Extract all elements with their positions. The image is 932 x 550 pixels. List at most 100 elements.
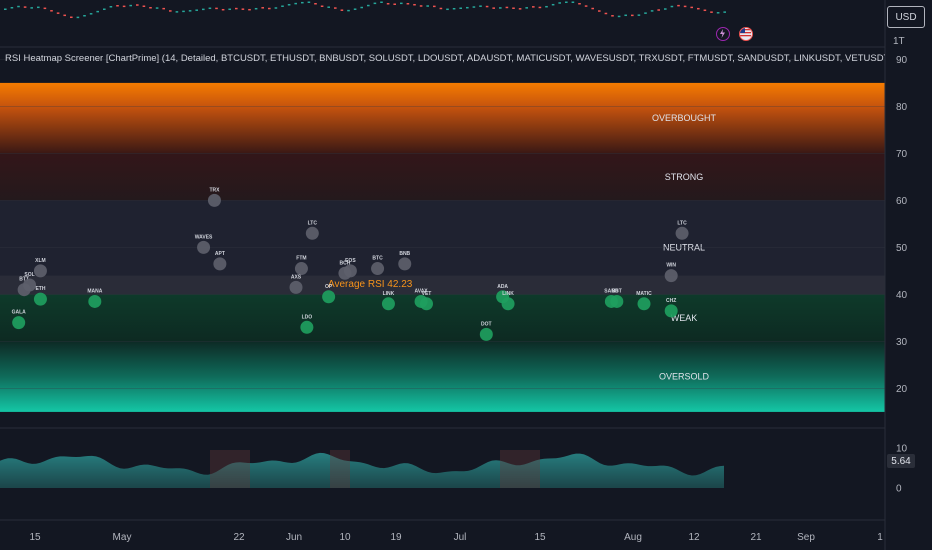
x-tick-label: 19 <box>390 532 402 543</box>
price-candle <box>334 7 337 9</box>
price-candle <box>591 7 594 10</box>
rsi-point[interactable] <box>664 304 678 318</box>
rsi-point[interactable] <box>637 297 651 311</box>
rsi-point-label: BCH <box>340 260 351 266</box>
rsi-point[interactable] <box>371 262 385 276</box>
price-candle <box>294 2 297 5</box>
price-candle <box>479 5 482 7</box>
rsi-point[interactable] <box>197 240 211 254</box>
indicator-title[interactable]: RSI Heatmap Screener [ChartPrime] (14, D… <box>5 53 885 64</box>
price-candle <box>202 8 205 11</box>
rsi-point[interactable] <box>294 262 308 276</box>
price-candle <box>367 4 370 7</box>
zone-overbought <box>0 82 885 154</box>
lightning-icon[interactable] <box>716 27 730 41</box>
price-candle <box>56 12 60 14</box>
zone-label-weak: WEAK <box>671 313 698 323</box>
x-tick-label: 1 <box>877 532 883 543</box>
price-candle <box>50 10 53 12</box>
area-band <box>210 450 250 488</box>
x-axis: 15 May 22 Jun 10 19 Jul 15 Aug 12 21 Sep 1 <box>29 532 883 543</box>
rsi-point[interactable] <box>33 264 47 278</box>
price-candle <box>248 8 251 11</box>
price-candle <box>545 5 548 8</box>
grid-lines <box>0 59 885 389</box>
price-candle <box>287 4 291 6</box>
rsi-point-label: TRX <box>209 187 220 193</box>
price-candle <box>505 6 509 9</box>
price-candle <box>17 5 20 8</box>
price-candle <box>518 8 522 10</box>
x-tick-label: 12 <box>688 532 700 543</box>
price-candle <box>631 14 634 17</box>
price-candle <box>235 7 238 10</box>
rsi-point[interactable] <box>33 292 47 306</box>
price-candle <box>301 1 304 4</box>
x-tick-label: Jun <box>286 532 302 543</box>
rsi-point-label: SOL <box>24 272 34 278</box>
area-band <box>500 450 540 488</box>
price-candle <box>551 3 555 6</box>
price-candle <box>175 11 179 13</box>
zone-strong <box>0 153 885 201</box>
price-candle <box>261 7 264 9</box>
rsi-point[interactable] <box>675 226 689 240</box>
y-tick-label: 20 <box>896 384 908 395</box>
x-tick-label: Sep <box>797 532 815 543</box>
rsi-point[interactable] <box>343 264 357 278</box>
rsi-point-label: AVAX <box>414 288 428 294</box>
y-tick-label: 70 <box>896 149 908 160</box>
price-candle <box>169 10 172 12</box>
rsi-point[interactable] <box>398 257 412 271</box>
price-candle <box>116 5 119 7</box>
rsi-point[interactable] <box>88 294 102 308</box>
rsi-point[interactable] <box>664 269 678 283</box>
price-candle <box>142 5 146 7</box>
us-flag-icon[interactable] <box>739 27 753 41</box>
y-tick-label: 30 <box>896 337 908 348</box>
rsi-point[interactable] <box>305 226 319 240</box>
rsi-point[interactable] <box>420 297 433 311</box>
price-candle <box>703 9 707 12</box>
zone-label-overbought: OVERBOUGHT <box>652 113 717 123</box>
rsi-point[interactable] <box>501 297 515 311</box>
x-tick-label: 10 <box>339 532 351 543</box>
price-candle <box>96 10 99 13</box>
price-candle <box>393 3 396 6</box>
price-candle <box>670 5 674 8</box>
rsi-point[interactable] <box>479 327 493 341</box>
rsi-point[interactable] <box>381 297 395 311</box>
price-candle <box>136 4 139 6</box>
rsi-point[interactable] <box>322 290 336 304</box>
rsi-point[interactable] <box>300 320 314 334</box>
rsi-point[interactable] <box>610 294 624 308</box>
price-candle <box>386 3 390 5</box>
rsi-point-label: LDO <box>302 314 313 320</box>
rsi-point-label: MATIC <box>636 291 652 297</box>
rsi-point[interactable] <box>23 278 37 292</box>
y-tick-label: 90 <box>896 55 908 66</box>
price-candle <box>327 6 330 8</box>
rsi-point-label: FTM <box>296 256 306 262</box>
price-candle <box>459 7 462 9</box>
rsi-point[interactable] <box>207 193 221 207</box>
lower-y-tick-label: 10 <box>896 444 908 455</box>
price-candle <box>452 7 456 10</box>
rsi-point[interactable] <box>213 257 227 271</box>
price-candle <box>584 5 588 7</box>
rsi-point-label: AXS <box>291 274 302 280</box>
last-value-badge: 5.64 <box>887 454 915 468</box>
price-candle <box>380 1 383 3</box>
currency-selector[interactable]: USD <box>887 6 925 28</box>
price-candle <box>492 7 495 9</box>
x-tick-label: Aug <box>624 532 642 543</box>
rsi-point[interactable] <box>12 316 26 330</box>
rsi-y-axis: 20 30 40 50 60 70 80 90 <box>896 55 908 395</box>
rsi-point-label: BST <box>612 288 622 294</box>
price-candle <box>532 6 535 8</box>
rsi-point-label: DOT <box>481 321 492 327</box>
rsi-point[interactable] <box>289 280 303 294</box>
average-rsi: Average RSI 42.23 <box>328 279 413 290</box>
price-candle <box>89 13 93 15</box>
